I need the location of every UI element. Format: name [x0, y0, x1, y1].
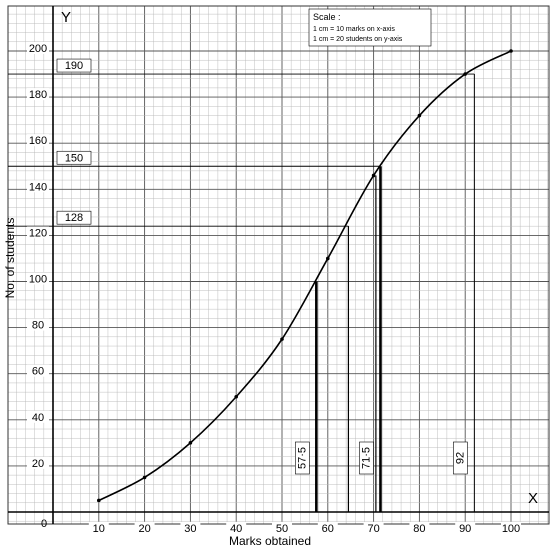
- guide-label-box: [56, 58, 92, 73]
- x-tick-bg: [226, 522, 247, 534]
- data-point: [509, 49, 513, 53]
- y-tick-bg: [27, 180, 49, 193]
- y-tick-label: 200: [29, 43, 47, 55]
- x-tick-bg: [501, 522, 521, 534]
- y-tick-bg: [27, 42, 49, 54]
- grid: [7, 5, 550, 525]
- guide-h-label: 190: [65, 60, 83, 72]
- ogive-curve: [98, 50, 512, 502]
- x-tick-bg: [455, 522, 476, 534]
- x-tick-label: 20: [138, 523, 150, 535]
- y-tick-label: 40: [32, 412, 44, 424]
- data-point: [280, 337, 284, 341]
- x-tick-label: 50: [276, 523, 288, 535]
- guide-h-label: 128: [65, 212, 83, 224]
- x-axis-letter: X: [528, 490, 538, 507]
- x-tick-label: 30: [184, 523, 196, 535]
- y-tick-label: 180: [29, 89, 47, 101]
- x-tick-label: 10: [93, 523, 105, 535]
- x-tick-bg: [134, 522, 155, 534]
- y-tick-bg: [27, 318, 49, 331]
- data-point: [97, 498, 101, 503]
- x-tick-bg: [317, 522, 338, 534]
- guide-label-box: [56, 150, 92, 165]
- origin-label: 0: [41, 518, 47, 530]
- axes: [8, 6, 549, 524]
- data-point: [188, 441, 193, 445]
- y-tick-bg: [27, 272, 49, 285]
- y-tick-label: 140: [29, 181, 47, 193]
- x-tick-label: 100: [502, 523, 520, 535]
- x-axis-title: Marks obtained: [229, 534, 311, 548]
- y-tick-bg: [27, 226, 49, 239]
- y-tick-label: 80: [32, 320, 44, 332]
- y-tick-label: 20: [32, 458, 44, 470]
- y-tick-bg: [27, 364, 49, 377]
- x-tick-label: 70: [367, 523, 379, 535]
- scale-line-2: 1 cm = 20 students on y-axis: [313, 36, 403, 43]
- x-tick-label: 90: [459, 523, 471, 535]
- guide-label-box: [56, 210, 92, 225]
- data-point: [234, 394, 238, 399]
- x-tick-bg: [409, 522, 430, 534]
- data-point: [463, 72, 468, 76]
- guide-lines: 190 150 128 57·5 71·5 92: [8, 58, 475, 512]
- guide-v-label: 57·5: [296, 447, 308, 469]
- labels: 10 20 30 40 50 60 70 80 90 100 20 40 60 80 100 120 140 16…: [27, 42, 521, 535]
- data-point: [326, 256, 330, 261]
- guide-v-label: 71·5: [360, 447, 372, 469]
- guide-v-label-box: [359, 441, 374, 475]
- x-tick-bg: [363, 522, 384, 534]
- data-point: [142, 475, 147, 480]
- y-tick-label: 160: [29, 135, 47, 147]
- y-tick-bg: [27, 410, 49, 423]
- y-tick-bg: [27, 134, 49, 147]
- y-tick-label: 120: [29, 227, 47, 239]
- x-tick-label: 40: [230, 523, 242, 535]
- guide-v-label: 92: [454, 452, 466, 464]
- guide-v-label-box: [453, 441, 468, 475]
- y-axis-letter: Y: [61, 9, 71, 26]
- x-tick-bg: [88, 522, 109, 534]
- y-tick-label: 60: [32, 366, 44, 378]
- guide-h-label: 150: [65, 152, 83, 164]
- series: [97, 49, 513, 503]
- scale-line-1: 1 cm = 10 marks on x-axis: [313, 26, 395, 33]
- y-axis-title: No. of students: [3, 218, 17, 299]
- scale-heading: Scale :: [313, 12, 341, 22]
- y-tick-label: 100: [29, 274, 47, 286]
- data-point: [417, 113, 422, 118]
- guide-v-label-box: [295, 441, 310, 475]
- scale-note: Scale : 1 cm = 10 marks on x-axis 1 cm =…: [308, 8, 432, 47]
- x-tick-label: 60: [322, 523, 334, 535]
- x-tick-bg: [180, 522, 201, 534]
- y-tick-bg: [27, 456, 49, 469]
- x-tick-bg: [272, 522, 292, 534]
- y-tick-bg: [27, 88, 49, 101]
- x-tick-label: 80: [413, 523, 425, 535]
- data-point: [371, 173, 376, 178]
